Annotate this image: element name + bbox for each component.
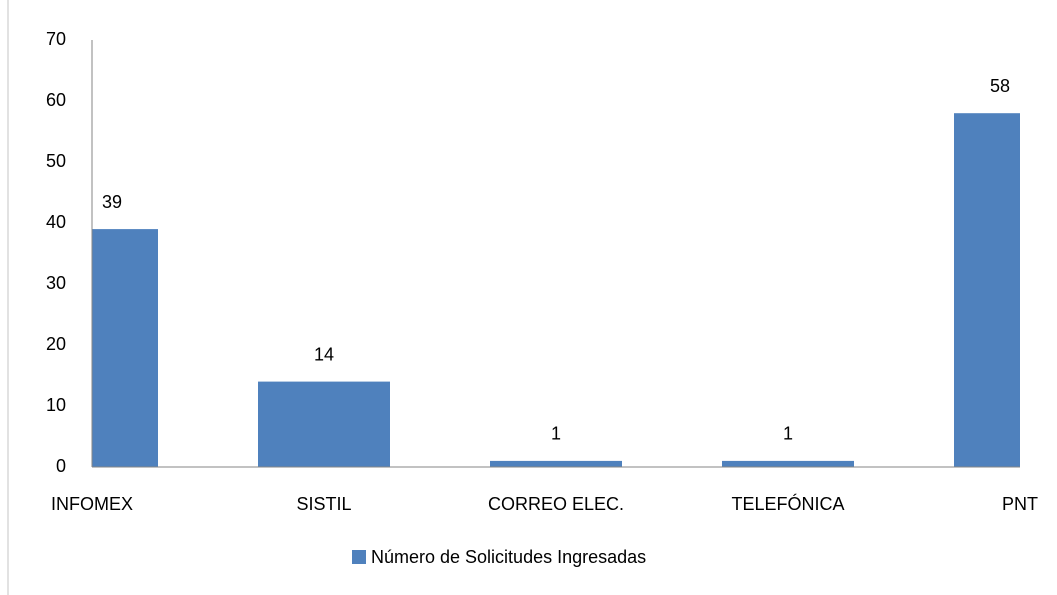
- bar: [954, 113, 1020, 467]
- x-tick-label: INFOMEX: [51, 494, 133, 514]
- bar: [722, 460, 854, 467]
- legend-label: Número de Solicitudes Ingresadas: [371, 547, 646, 567]
- y-tick-label: 10: [46, 395, 66, 415]
- data-label: 14: [314, 344, 334, 364]
- data-label: 1: [783, 424, 793, 444]
- x-tick-label: SISTIL: [296, 494, 351, 514]
- x-tick-label: PNT: [1002, 494, 1038, 514]
- bar-group: [92, 113, 1020, 467]
- y-tick-label: 50: [46, 151, 66, 171]
- chart-frame: [7, 0, 9, 595]
- y-tick-label: 70: [46, 29, 66, 49]
- y-tick-label: 20: [46, 334, 66, 354]
- legend-swatch: [352, 550, 366, 564]
- bar: [258, 381, 390, 467]
- y-tick-label: 40: [46, 212, 66, 232]
- x-tick-label: TELEFÓNICA: [731, 493, 844, 514]
- y-tick-label: 0: [56, 456, 66, 476]
- bar: [490, 460, 622, 467]
- x-tick-label: CORREO ELEC.: [488, 494, 624, 514]
- data-label: 39: [102, 192, 122, 212]
- y-tick-label: 30: [46, 273, 66, 293]
- data-label: 1: [551, 424, 561, 444]
- data-label: 58: [990, 76, 1010, 96]
- bar: [92, 229, 158, 467]
- y-tick-label: 60: [46, 90, 66, 110]
